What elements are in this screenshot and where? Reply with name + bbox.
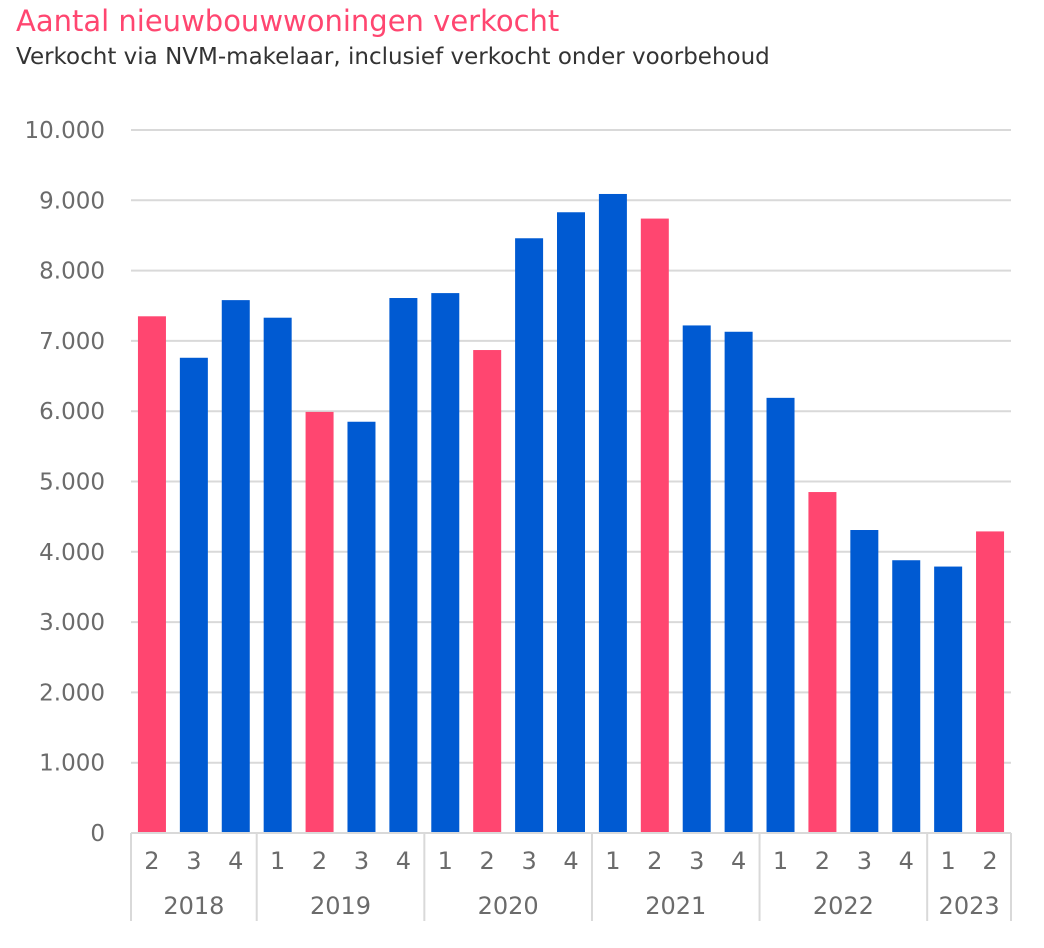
bar — [976, 531, 1005, 833]
y-tick-label: 2.000 — [39, 680, 105, 706]
y-tick-label: 6.000 — [39, 399, 105, 425]
bar — [766, 397, 795, 833]
y-tick-label: 9.000 — [39, 188, 105, 214]
bar — [179, 357, 208, 833]
year-label: 2018 — [163, 892, 224, 920]
year-label: 2023 — [939, 892, 1000, 920]
bar — [305, 411, 334, 833]
quarter-label: 4 — [228, 847, 243, 875]
quarter-label: 3 — [354, 847, 369, 875]
quarter-label: 2 — [982, 847, 997, 875]
quarter-label: 4 — [563, 847, 578, 875]
quarter-label: 1 — [438, 847, 453, 875]
quarter-label: 2 — [312, 847, 327, 875]
year-label: 2019 — [310, 892, 371, 920]
bar — [892, 560, 921, 833]
quarter-label: 3 — [521, 847, 536, 875]
bar — [850, 530, 879, 833]
quarter-label: 2 — [647, 847, 662, 875]
bar — [431, 293, 460, 833]
quarter-label: 3 — [689, 847, 704, 875]
quarter-label: 1 — [773, 847, 788, 875]
bar — [808, 492, 837, 833]
bar — [557, 212, 585, 834]
bar — [515, 238, 544, 834]
quarter-label: 2 — [480, 847, 495, 875]
chart-subtitle: Verkocht via NVM-makelaar, inclusief ver… — [16, 44, 770, 70]
y-tick-label: 10.000 — [25, 118, 105, 144]
y-tick-label: 8.000 — [39, 259, 105, 285]
bars — [137, 193, 1005, 834]
quarter-label: 3 — [857, 847, 872, 875]
y-tick-label: 5.000 — [39, 470, 105, 496]
y-tick-label: 4.000 — [39, 540, 105, 566]
quarter-label: 1 — [270, 847, 285, 875]
bar — [389, 298, 418, 834]
year-label: 2021 — [645, 892, 706, 920]
quarter-label: 3 — [186, 847, 201, 875]
quarter-label: 1 — [941, 847, 956, 875]
bar — [682, 325, 711, 833]
quarter-label: 1 — [605, 847, 620, 875]
bar — [221, 300, 250, 834]
y-tick-label: 1.000 — [39, 751, 105, 777]
bar — [934, 566, 963, 833]
y-tick-label: 7.000 — [39, 329, 105, 355]
quarter-label: 2 — [815, 847, 830, 875]
bar — [724, 331, 753, 833]
year-label: 2020 — [478, 892, 539, 920]
bar — [473, 350, 502, 833]
y-tick-label: 3.000 — [39, 610, 105, 636]
year-label: 2022 — [813, 892, 874, 920]
quarter-label: 4 — [396, 847, 411, 875]
axis-labels: 0 1.000 2.000 3.000 4.000 5.000 6.000 7.000 8.00… — [25, 118, 1000, 920]
x-axis — [130, 832, 1012, 921]
quarter-label: 2 — [144, 847, 159, 875]
bar — [263, 317, 292, 833]
quarter-label: 4 — [731, 847, 746, 875]
bar — [347, 421, 376, 833]
bar — [598, 193, 627, 833]
bar — [137, 316, 166, 833]
bar — [640, 218, 669, 833]
chart-title: Aantal nieuwbouwwoningen verkocht — [16, 4, 560, 38]
quarter-label: 4 — [899, 847, 914, 875]
y-tick-label: 0 — [90, 821, 105, 847]
